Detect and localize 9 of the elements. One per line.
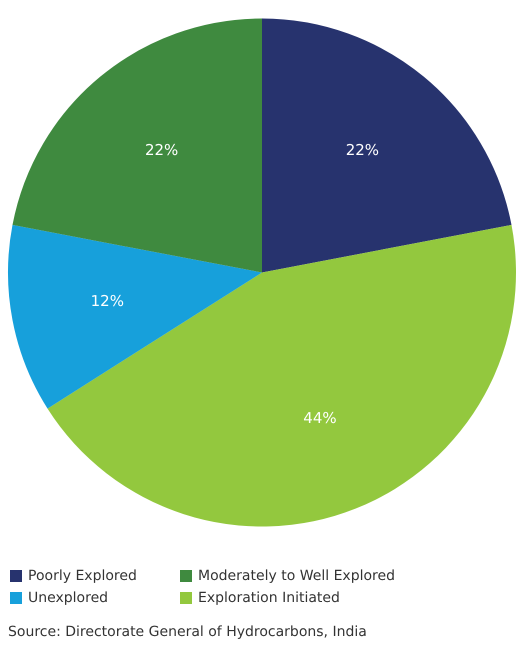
- source-note: Source: Directorate General of Hydrocarbons, India: [8, 624, 367, 640]
- data-label: 22%: [144, 141, 178, 160]
- data-label: 44%: [303, 408, 337, 427]
- data-label: 12%: [90, 292, 124, 310]
- legend-label: Moderately to Well Explored: [198, 568, 395, 584]
- legend-label: Exploration Initiated: [198, 590, 340, 606]
- legend-label: Unexplored: [28, 590, 108, 606]
- legend-label: Poorly Explored: [28, 568, 137, 584]
- data-label: 22%: [346, 141, 380, 160]
